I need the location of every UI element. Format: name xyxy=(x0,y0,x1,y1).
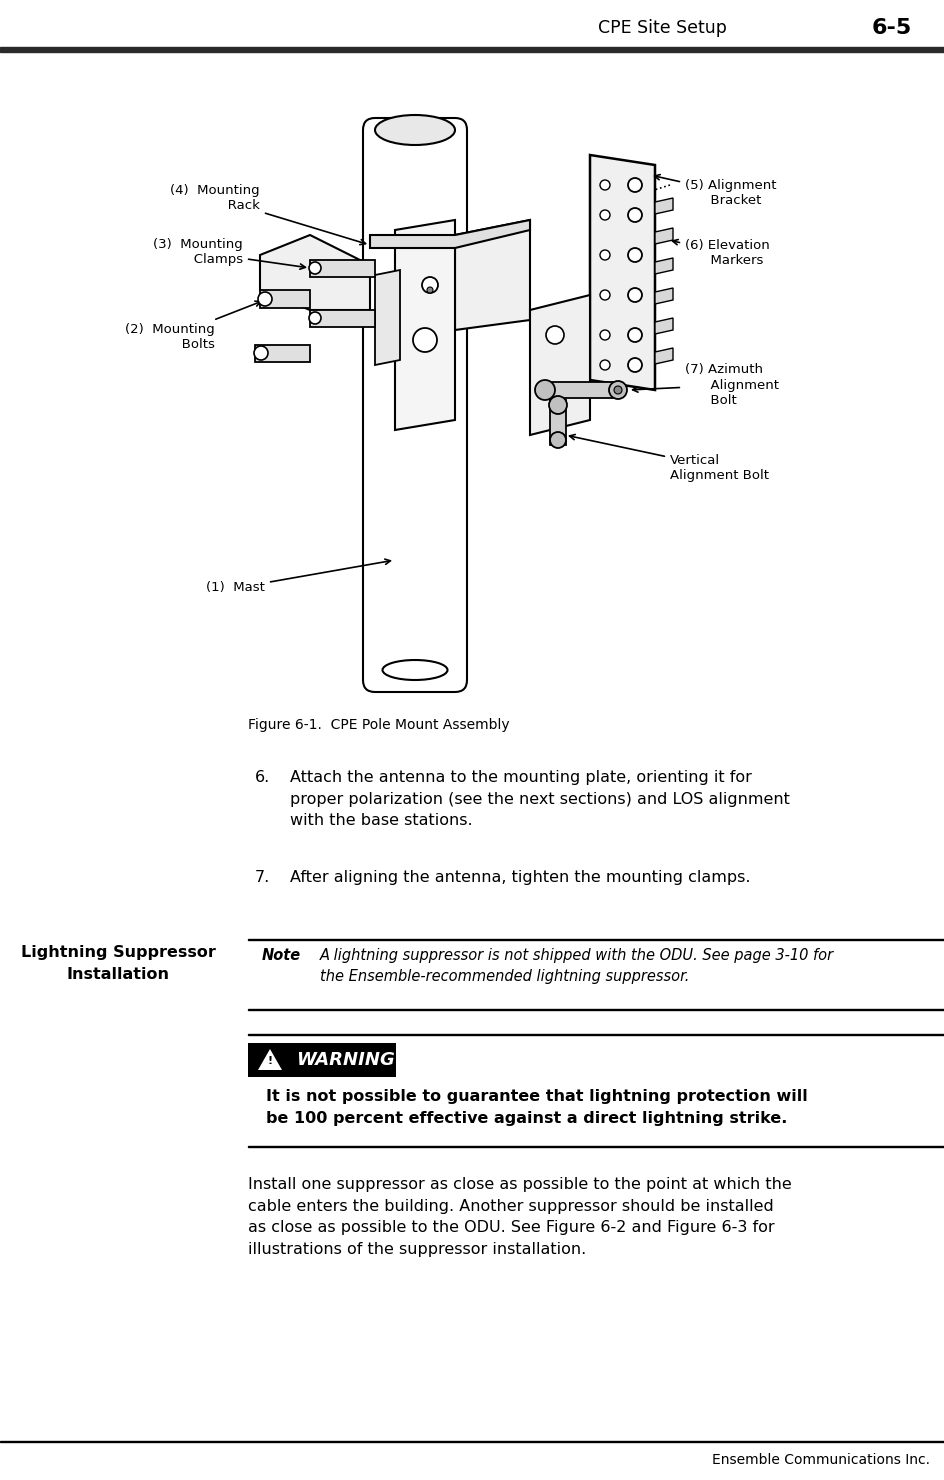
Polygon shape xyxy=(655,289,673,303)
Bar xyxy=(0,47,944,52)
Circle shape xyxy=(600,250,610,260)
Text: Ensemble Communications Inc.: Ensemble Communications Inc. xyxy=(712,1453,930,1467)
Polygon shape xyxy=(255,345,310,363)
Circle shape xyxy=(600,210,610,221)
Bar xyxy=(248,1033,944,1035)
Circle shape xyxy=(549,397,567,414)
Text: (6) Elevation
      Markers: (6) Elevation Markers xyxy=(672,238,769,266)
Bar xyxy=(248,1146,944,1147)
Text: (2)  Mounting
       Bolts: (2) Mounting Bolts xyxy=(126,300,261,351)
Circle shape xyxy=(550,432,566,448)
Circle shape xyxy=(600,181,610,189)
Polygon shape xyxy=(375,269,400,366)
Circle shape xyxy=(600,330,610,340)
Text: (7) Azimuth
      Alignment
      Bolt: (7) Azimuth Alignment Bolt xyxy=(632,364,779,407)
Circle shape xyxy=(254,346,268,360)
Text: (3)  Mounting
       Clamps: (3) Mounting Clamps xyxy=(153,238,306,269)
Ellipse shape xyxy=(382,660,447,679)
Ellipse shape xyxy=(375,115,455,145)
Bar xyxy=(248,1043,396,1077)
Circle shape xyxy=(258,292,272,306)
Circle shape xyxy=(614,386,622,394)
Circle shape xyxy=(628,209,642,222)
Text: WARNING: WARNING xyxy=(296,1051,395,1069)
Circle shape xyxy=(628,358,642,371)
Text: Lightning Suppressor: Lightning Suppressor xyxy=(21,946,215,961)
Circle shape xyxy=(600,290,610,300)
Polygon shape xyxy=(550,400,566,445)
Polygon shape xyxy=(545,382,620,398)
Circle shape xyxy=(628,329,642,342)
Circle shape xyxy=(422,277,438,293)
Text: Attach the antenna to the mounting plate, orienting it for
proper polarization (: Attach the antenna to the mounting plate… xyxy=(290,770,790,829)
Circle shape xyxy=(427,287,433,293)
FancyBboxPatch shape xyxy=(363,118,467,693)
Circle shape xyxy=(609,380,627,400)
Circle shape xyxy=(600,360,610,370)
Text: After aligning the antenna, tighten the mounting clamps.: After aligning the antenna, tighten the … xyxy=(290,870,750,885)
Polygon shape xyxy=(655,348,673,364)
Text: 7.: 7. xyxy=(255,870,270,885)
Polygon shape xyxy=(655,198,673,215)
Polygon shape xyxy=(395,221,455,431)
Circle shape xyxy=(546,326,564,343)
Text: 6-5: 6-5 xyxy=(871,18,912,38)
Text: !: ! xyxy=(267,1057,273,1066)
Polygon shape xyxy=(655,258,673,274)
Text: Installation: Installation xyxy=(66,966,170,983)
Text: Install one suppressor as close as possible to the point at which the
cable ente: Install one suppressor as close as possi… xyxy=(248,1177,792,1257)
Polygon shape xyxy=(260,290,310,308)
Polygon shape xyxy=(258,1049,282,1070)
Text: (4)  Mounting
       Rack: (4) Mounting Rack xyxy=(170,184,365,244)
Polygon shape xyxy=(310,309,375,327)
Text: Vertical
Alignment Bolt: Vertical Alignment Bolt xyxy=(569,435,769,482)
Text: 6.: 6. xyxy=(255,770,270,784)
Text: CPE Site Setup: CPE Site Setup xyxy=(598,19,727,37)
Circle shape xyxy=(628,178,642,192)
Text: It is not possible to guarantee that lightning protection will
be 100 percent ef: It is not possible to guarantee that lig… xyxy=(266,1089,808,1126)
Polygon shape xyxy=(310,260,375,277)
Circle shape xyxy=(309,312,321,324)
Polygon shape xyxy=(455,221,530,330)
Bar xyxy=(248,1008,944,1009)
Text: Note: Note xyxy=(262,949,301,963)
Bar xyxy=(248,938,944,940)
Circle shape xyxy=(558,383,572,397)
Circle shape xyxy=(413,329,437,352)
Circle shape xyxy=(309,262,321,274)
Polygon shape xyxy=(530,295,590,435)
Polygon shape xyxy=(370,221,530,249)
Circle shape xyxy=(535,380,555,400)
Text: Figure 6-1.  CPE Pole Mount Assembly: Figure 6-1. CPE Pole Mount Assembly xyxy=(248,718,510,733)
Text: (1)  Mast: (1) Mast xyxy=(206,559,391,595)
Circle shape xyxy=(628,289,642,302)
Circle shape xyxy=(628,249,642,262)
Text: (5) Alignment
      Bracket: (5) Alignment Bracket xyxy=(654,175,777,207)
Bar xyxy=(0,1440,944,1442)
Polygon shape xyxy=(260,235,370,309)
Polygon shape xyxy=(655,228,673,244)
Text: A lightning suppressor is not shipped with the ODU. See page 3-10 for
the Ensemb: A lightning suppressor is not shipped wi… xyxy=(320,949,834,984)
Polygon shape xyxy=(655,318,673,334)
Polygon shape xyxy=(590,155,655,391)
